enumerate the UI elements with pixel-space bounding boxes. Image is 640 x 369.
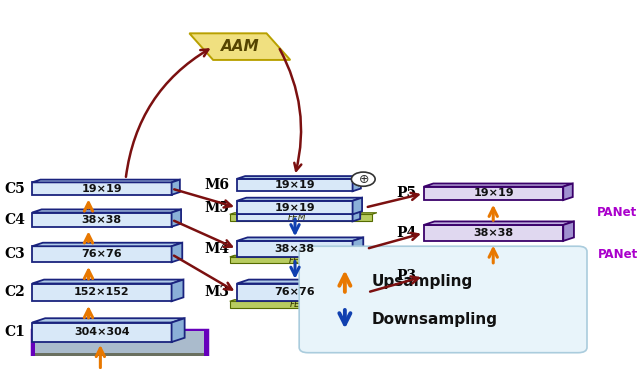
- Text: PANet: PANet: [598, 248, 638, 261]
- Polygon shape: [237, 280, 364, 283]
- Polygon shape: [172, 180, 180, 195]
- Polygon shape: [563, 183, 573, 200]
- Polygon shape: [353, 176, 361, 191]
- Polygon shape: [237, 179, 353, 191]
- Polygon shape: [230, 213, 377, 214]
- Text: PANet: PANet: [596, 206, 637, 219]
- Polygon shape: [353, 198, 362, 214]
- Polygon shape: [237, 214, 353, 221]
- Polygon shape: [172, 280, 184, 301]
- Polygon shape: [563, 221, 574, 241]
- Polygon shape: [32, 209, 181, 213]
- Polygon shape: [32, 280, 184, 283]
- Text: FEM: FEM: [289, 256, 307, 265]
- Polygon shape: [172, 209, 181, 227]
- Polygon shape: [32, 246, 172, 262]
- Text: 76×76: 76×76: [473, 272, 514, 282]
- Polygon shape: [32, 283, 172, 301]
- Text: 19×19: 19×19: [473, 188, 514, 199]
- Polygon shape: [32, 323, 172, 342]
- Text: C2: C2: [4, 285, 25, 299]
- Polygon shape: [424, 225, 563, 241]
- Text: AAM: AAM: [221, 39, 259, 54]
- Polygon shape: [353, 280, 364, 301]
- Text: 38×38: 38×38: [275, 244, 315, 254]
- Text: 76×76: 76×76: [81, 249, 122, 259]
- Text: P4: P4: [396, 226, 417, 240]
- Text: 38×38: 38×38: [82, 215, 122, 225]
- Polygon shape: [237, 208, 360, 210]
- Text: C5: C5: [4, 182, 25, 196]
- Text: P5: P5: [397, 186, 417, 200]
- Polygon shape: [230, 300, 380, 301]
- Polygon shape: [189, 33, 291, 60]
- Polygon shape: [424, 221, 574, 225]
- Polygon shape: [230, 214, 372, 221]
- Text: M3: M3: [205, 285, 230, 299]
- Text: C4: C4: [4, 213, 25, 227]
- Circle shape: [351, 172, 375, 186]
- Text: P3: P3: [397, 269, 417, 283]
- Polygon shape: [172, 243, 182, 262]
- Polygon shape: [237, 176, 361, 179]
- FancyBboxPatch shape: [35, 331, 204, 356]
- Text: $\oplus$: $\oplus$: [358, 173, 369, 186]
- Polygon shape: [230, 255, 378, 257]
- Polygon shape: [32, 213, 172, 227]
- Polygon shape: [32, 243, 182, 246]
- Text: M5: M5: [205, 201, 230, 214]
- Text: 38×38: 38×38: [474, 228, 513, 238]
- Text: C3: C3: [4, 247, 25, 261]
- Polygon shape: [230, 301, 374, 308]
- Polygon shape: [237, 241, 353, 257]
- Text: C1: C1: [4, 325, 25, 339]
- FancyBboxPatch shape: [299, 246, 587, 353]
- Text: FEM: FEM: [289, 300, 308, 309]
- Polygon shape: [424, 183, 573, 187]
- Polygon shape: [32, 318, 184, 323]
- Polygon shape: [353, 237, 364, 257]
- Polygon shape: [424, 187, 563, 200]
- Polygon shape: [172, 318, 184, 342]
- Text: 19×19: 19×19: [275, 180, 315, 190]
- Polygon shape: [353, 211, 360, 221]
- Text: 19×19: 19×19: [275, 203, 315, 213]
- Text: M4: M4: [205, 242, 230, 256]
- Polygon shape: [237, 237, 364, 241]
- Polygon shape: [32, 182, 172, 195]
- Text: FEM: FEM: [288, 213, 307, 222]
- FancyBboxPatch shape: [35, 354, 204, 369]
- Polygon shape: [237, 210, 353, 218]
- Text: Downsampling: Downsampling: [372, 312, 497, 327]
- Polygon shape: [563, 263, 575, 285]
- Polygon shape: [353, 208, 360, 218]
- Text: 152×152: 152×152: [74, 287, 130, 297]
- Polygon shape: [237, 201, 353, 214]
- Text: 19×19: 19×19: [81, 183, 122, 194]
- Polygon shape: [237, 211, 360, 214]
- Text: Upsampling: Upsampling: [372, 273, 473, 289]
- Polygon shape: [32, 180, 180, 182]
- Polygon shape: [237, 198, 362, 201]
- Text: 76×76: 76×76: [275, 287, 315, 297]
- Text: M6: M6: [205, 178, 230, 192]
- Polygon shape: [230, 257, 373, 263]
- Polygon shape: [424, 268, 563, 285]
- FancyBboxPatch shape: [32, 330, 207, 369]
- Polygon shape: [424, 263, 575, 268]
- Polygon shape: [237, 283, 353, 301]
- Text: 304×304: 304×304: [74, 327, 130, 337]
